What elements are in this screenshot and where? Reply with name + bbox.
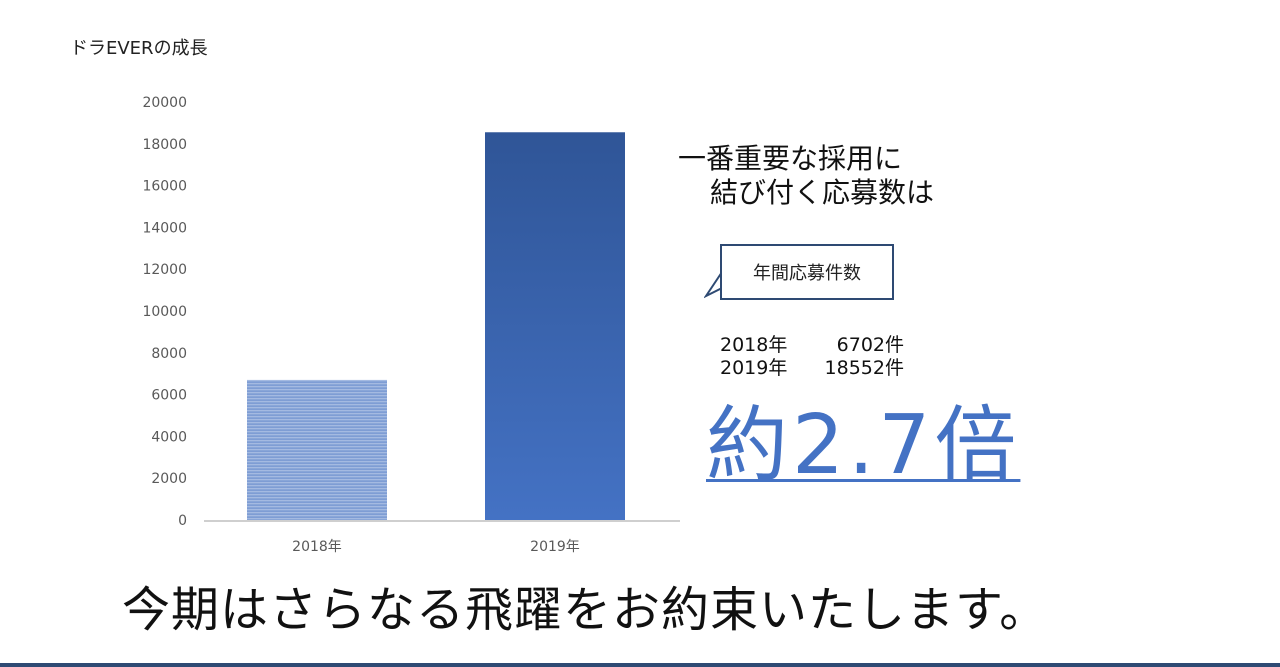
y-tick-label: 4000 <box>151 429 187 445</box>
stats-year: 2019年 <box>720 357 788 379</box>
callout-box: 年間応募件数 <box>720 244 894 300</box>
y-tick-label: 6000 <box>151 388 187 404</box>
bar-0 <box>247 379 387 520</box>
stats-value: 18552件 <box>824 357 904 379</box>
y-tick-label: 0 <box>178 513 187 529</box>
y-tick-label: 16000 <box>142 179 187 195</box>
y-tick-label: 20000 <box>142 95 187 111</box>
y-tick-label: 18000 <box>142 137 187 153</box>
stats-row-2018: 2018年 6702件 <box>720 334 904 357</box>
y-tick-label: 8000 <box>151 346 187 362</box>
stats-year: 2018年 <box>720 334 788 356</box>
growth-multiplier: 約2.7倍 <box>706 398 1021 493</box>
stats-value: 6702件 <box>836 334 904 356</box>
headline: 一番重要な採用に 結び付く応募数は <box>678 142 934 210</box>
y-tick-label: 10000 <box>142 304 187 320</box>
headline-line-2: 結び付く応募数は <box>710 176 935 209</box>
x-tick-label: 2018年 <box>292 539 342 555</box>
bottom-rule <box>0 663 1280 667</box>
x-tick-label: 2019年 <box>530 539 580 555</box>
y-tick-label: 14000 <box>142 220 187 236</box>
stats-row-2019: 2019年 18552件 <box>720 357 904 380</box>
bar-chart: 0 2000 4000 6000 8000 10000 12000 14000 16000 180… <box>142 95 680 555</box>
stats-list: 2018年 6702件 2019年 18552件 <box>720 334 904 380</box>
bar-1 <box>485 132 625 521</box>
headline-line-1: 一番重要な採用に <box>678 142 903 175</box>
chart-title: ドラEVERの成長 <box>70 38 208 59</box>
tagline: 今期はさらなる飛躍をお約束いたします。 <box>122 582 1049 638</box>
y-tick-label: 12000 <box>142 262 187 278</box>
y-tick-label: 2000 <box>151 471 187 487</box>
callout-label: 年間応募件数 <box>753 263 861 284</box>
